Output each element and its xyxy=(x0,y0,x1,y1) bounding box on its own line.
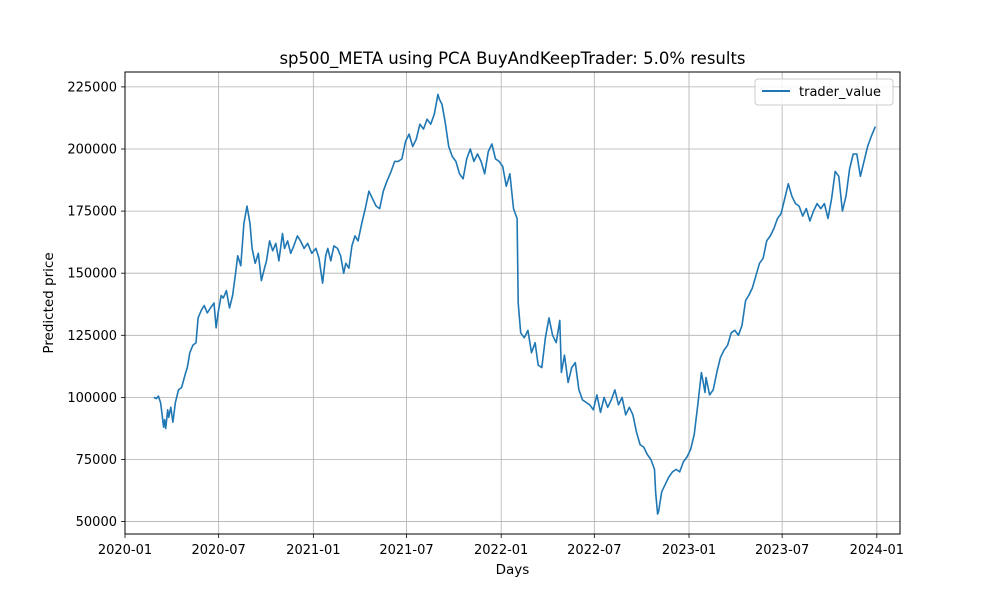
y-tick-label: 175000 xyxy=(67,205,117,220)
series-line-trader_value xyxy=(153,93,877,515)
y-tick-label: 75000 xyxy=(76,453,117,468)
chart-title: sp500_META using PCA BuyAndKeepTrader: 5… xyxy=(279,49,745,69)
y-tick-label: 150000 xyxy=(67,267,117,282)
x-tick-label: 2020-07 xyxy=(191,543,245,558)
axes-frame xyxy=(124,71,901,535)
x-tick-label: 2022-01 xyxy=(474,543,528,558)
x-tick-label: 2021-01 xyxy=(286,543,340,558)
x-tick-label: 2023-07 xyxy=(755,543,809,558)
y-axis: 50000 75000 100000 125000 150000 175000 200000… xyxy=(67,80,125,530)
y-tick-label: 125000 xyxy=(67,329,117,344)
legend-box xyxy=(754,78,894,106)
x-tick-label: 2023-01 xyxy=(662,543,716,558)
plot-area xyxy=(153,93,877,515)
y-tick-label: 100000 xyxy=(67,391,117,406)
x-axis-label: Days xyxy=(496,562,530,578)
grid xyxy=(124,72,900,534)
x-tick-label: 2024-01 xyxy=(850,543,904,558)
legend: trader_value xyxy=(754,78,894,106)
x-axis: 2020-01 2020-07 2021-01 2021-07 2022-01 2022-… xyxy=(98,534,904,558)
legend-label: trader_value xyxy=(799,85,881,100)
y-tick-label: 200000 xyxy=(67,143,117,158)
x-tick-label: 2021-07 xyxy=(379,543,433,558)
y-axis-label: Predicted price xyxy=(41,252,57,353)
y-tick-label: 225000 xyxy=(67,80,117,95)
x-tick-label: 2022-07 xyxy=(567,543,621,558)
y-tick-label: 50000 xyxy=(76,515,117,530)
x-tick-label: 2020-01 xyxy=(98,543,152,558)
